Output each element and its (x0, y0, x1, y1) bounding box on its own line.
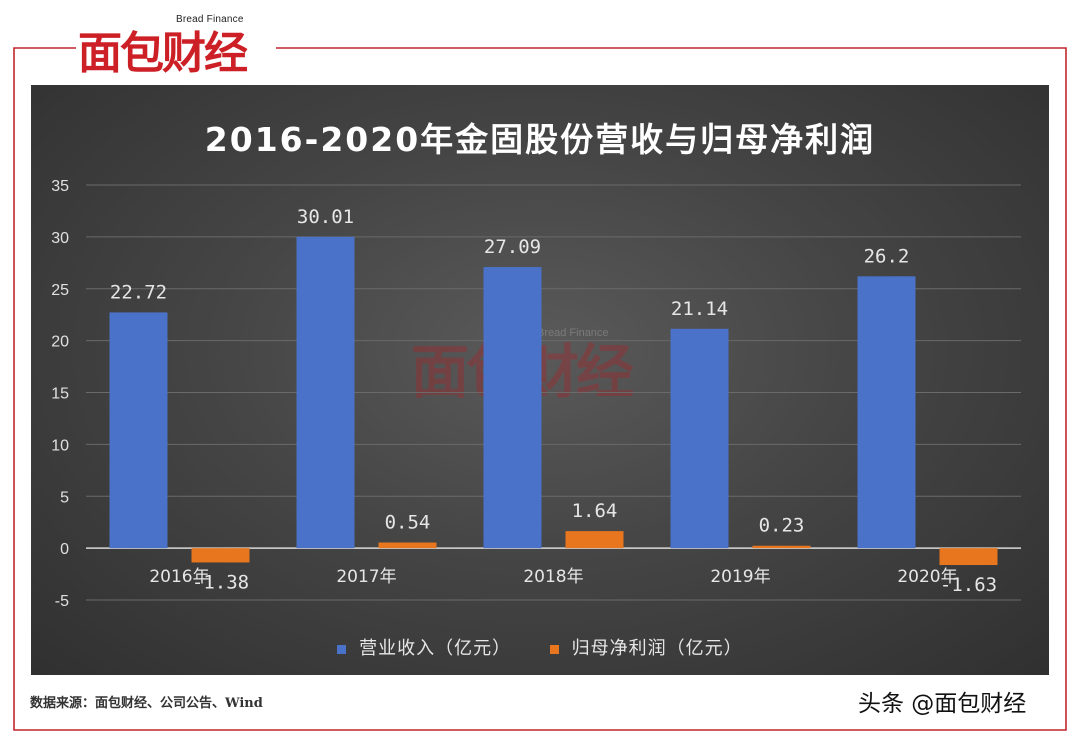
net-profit-data-label: -1.38 (192, 571, 249, 593)
logo-chinese-text: 面包财经 (78, 28, 248, 79)
data-source-note: 数据来源：面包财经、公司公告、Wind (30, 696, 263, 711)
net-profit-data-label: -1.63 (940, 574, 997, 596)
legend-item-revenue: 营业收入（亿元） (337, 634, 511, 660)
revenue-data-label: 30.01 (297, 206, 354, 228)
y-tick-label: 20 (51, 334, 69, 351)
revenue-data-label: 22.72 (110, 281, 167, 303)
net-profit-data-label: 0.54 (385, 512, 431, 534)
y-tick-label: 5 (60, 489, 69, 506)
legend-label-net-profit: 归母净利润（亿元） (571, 638, 743, 659)
net-profit-data-label: 0.23 (759, 515, 805, 537)
net-profit-bar (191, 548, 250, 563)
revenue-bar (857, 276, 916, 549)
revenue-bar (483, 267, 542, 549)
legend-swatch-revenue (337, 644, 347, 654)
revenue-data-label: 21.14 (671, 298, 728, 320)
y-tick-label: 35 (51, 178, 69, 195)
y-tick-label: 25 (51, 282, 69, 299)
revenue-data-label: 27.09 (484, 236, 541, 258)
legend-label-revenue: 营业收入（亿元） (359, 638, 512, 659)
legend-swatch-net-profit (549, 644, 559, 654)
net-profit-bar (378, 542, 437, 549)
x-category-label: 2017年 (336, 567, 396, 587)
net-profit-bar (565, 531, 624, 549)
chart-title: 2016-2020年金固股份营收与归母净利润 (204, 120, 876, 159)
author-credit: 头条 @面包财经 (858, 691, 1027, 717)
legend-item-net-profit: 归母净利润（亿元） (549, 634, 743, 660)
chart-legend: 营业收入（亿元） 归母净利润（亿元） (31, 634, 1049, 660)
watermark-english-text: Bread Finance (537, 327, 609, 339)
chart-panel: Bread Finance 面包财经 2016-2020年金固股份营收与归母净利… (31, 85, 1049, 675)
revenue-bar (670, 328, 729, 549)
logo-english-text: Bread Finance (176, 14, 244, 25)
net-profit-data-label: 1.64 (572, 500, 618, 522)
y-tick-label: 10 (51, 437, 69, 454)
x-category-label: 2018年 (523, 567, 583, 587)
net-profit-bar (752, 545, 811, 549)
y-tick-label: -5 (55, 593, 69, 610)
brand-logo: Bread Finance 面包财经 (78, 14, 274, 80)
x-category-label: 2020年 (897, 567, 957, 587)
revenue-bar (109, 312, 168, 549)
revenue-data-label: 26.2 (864, 245, 910, 267)
y-tick-label: 30 (51, 230, 69, 247)
x-category-label: 2019年 (710, 567, 770, 587)
net-profit-bar (939, 548, 998, 566)
revenue-bar (296, 236, 355, 549)
x-category-label: 2016年 (149, 567, 209, 587)
y-tick-label: 15 (51, 386, 69, 403)
y-tick-label: 0 (60, 541, 69, 558)
